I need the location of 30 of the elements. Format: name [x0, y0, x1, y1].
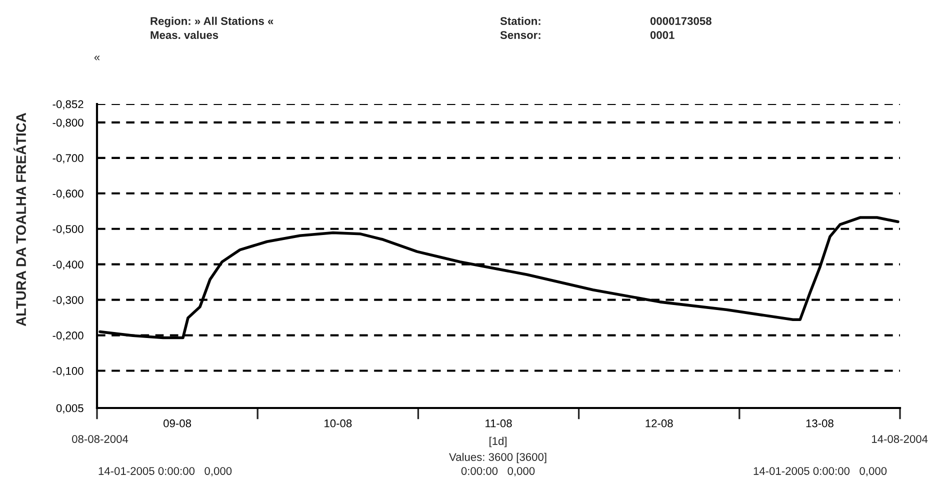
text: Region: » All Stations « [150, 16, 274, 28]
y-tick-label: -0,700 [52, 154, 84, 164]
y-tick-label: -0,852 [52, 100, 84, 110]
y-tick-label: -0,100 [52, 367, 84, 376]
x-tick-label: 09-08 [164, 419, 192, 428]
text: 0000173058 [650, 17, 712, 25]
text: 0001 [650, 31, 674, 39]
x-tick-label: 13-08 [806, 419, 834, 428]
text: Values: 3600 [3600] [449, 452, 546, 464]
text: Meas. values [150, 30, 218, 39]
y-tick-label: -0,200 [52, 332, 84, 341]
y-tick-label: -0,600 [52, 190, 84, 199]
text: « [94, 56, 100, 60]
y-tick-label: 0,005 [56, 404, 84, 414]
y-tick-label: -0,300 [52, 296, 84, 306]
x-tick-label: 11-08 [486, 419, 512, 428]
text: 08-08-2004 [72, 435, 128, 443]
text: 14-01-2005 0:00:00 0,000 [754, 467, 887, 476]
y-tick-label: -0,800 [52, 118, 84, 128]
text: [1d] [490, 436, 506, 448]
y-tick-label: -0,500 [52, 225, 84, 234]
x-tick-label: 12-08 [646, 419, 673, 428]
text: 0:00:00 0,000 [461, 467, 535, 476]
text: Station: [500, 16, 540, 25]
text: 14-01-2005 0:00:00 0,000 [98, 467, 232, 476]
x-tick-label: 10-08 [324, 419, 352, 428]
text: 14-08-2004 [872, 435, 928, 443]
y-tick-label: -0,400 [52, 260, 84, 270]
y-axis-title: ALTURA DA TOALHA FREÁTICA [14, 112, 26, 326]
text: Sensor: [500, 31, 540, 39]
